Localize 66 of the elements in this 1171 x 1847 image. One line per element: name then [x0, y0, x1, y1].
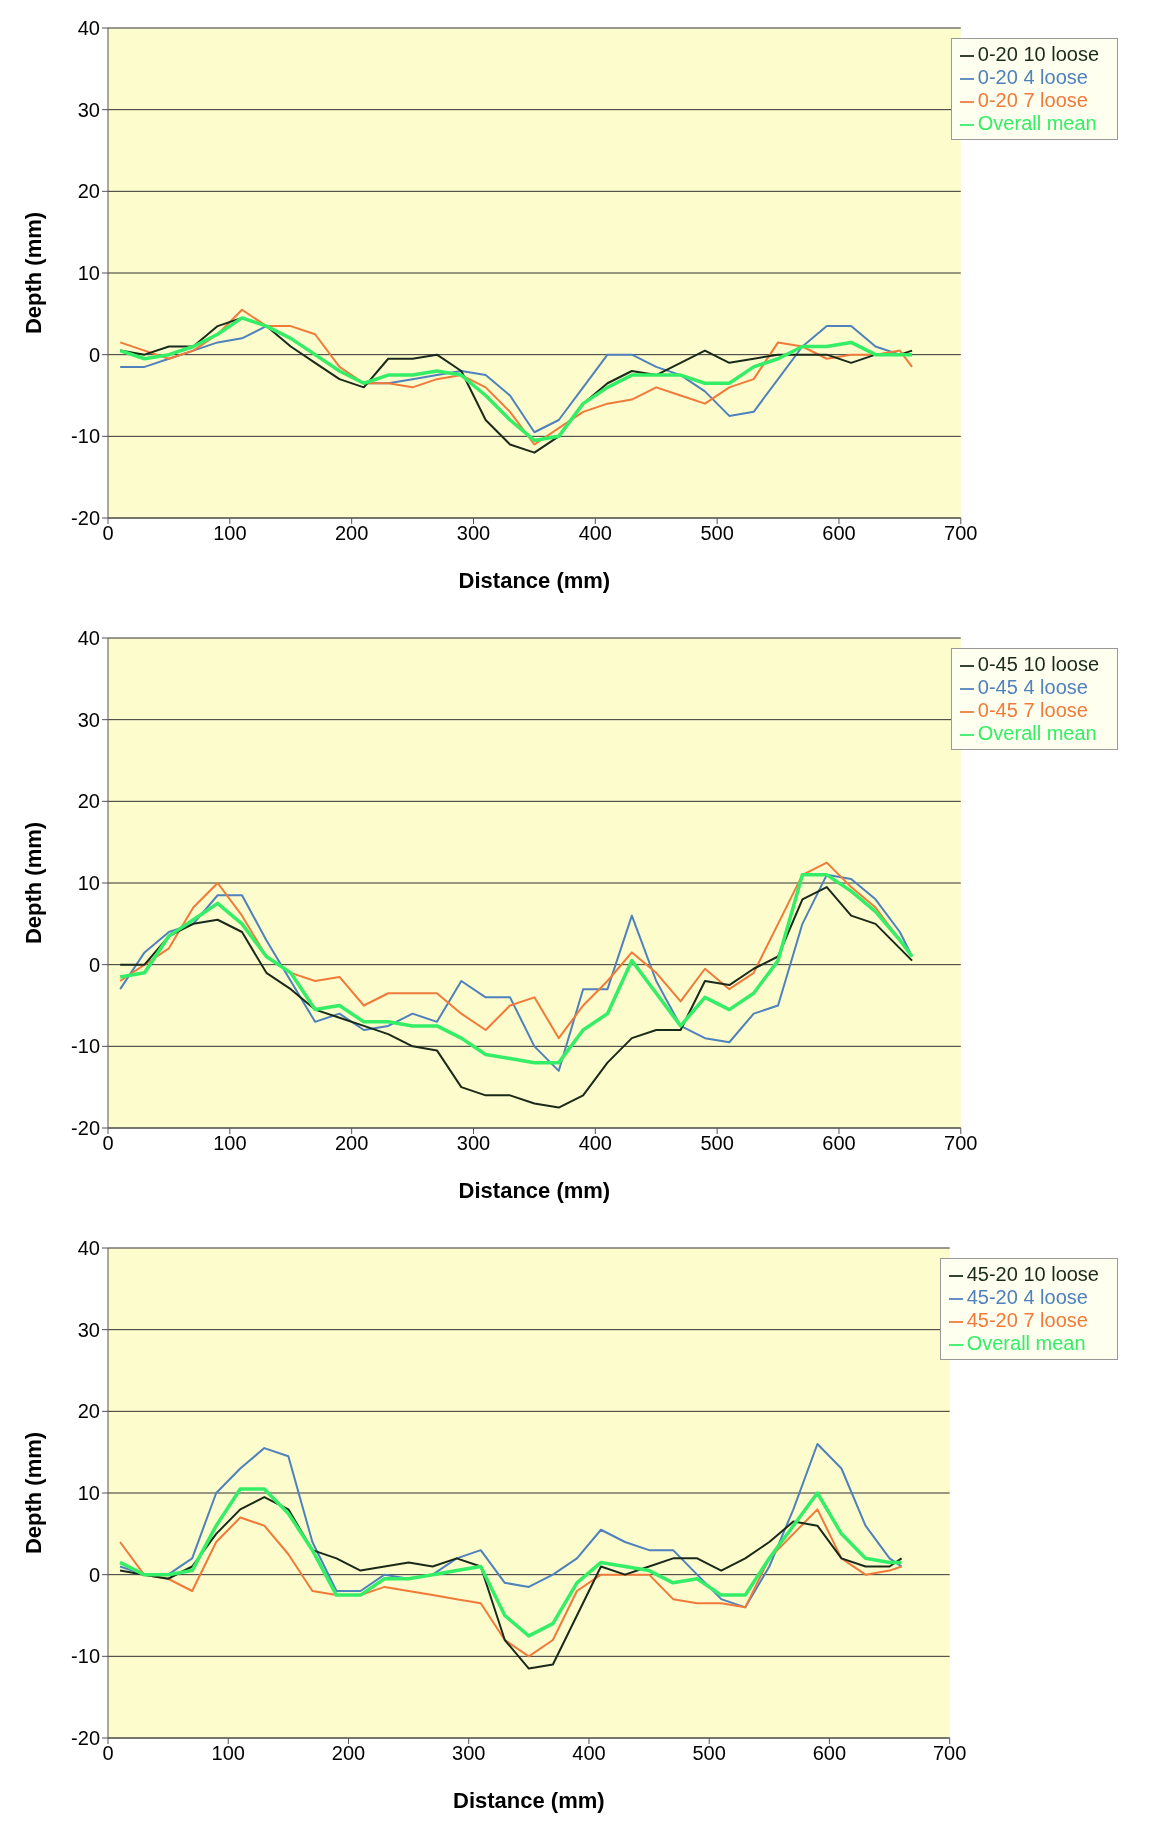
y-tick-label: 30 [77, 1318, 100, 1341]
x-tick-label: 400 [578, 522, 612, 545]
x-tick-label: 0 [102, 1742, 114, 1765]
line-series [119, 886, 914, 1109]
y-tick-label: -20 [71, 1727, 100, 1750]
x-axis-title: Distance (mm) [458, 568, 611, 593]
line-series [118, 1487, 904, 1638]
x-tick-label: 500 [700, 522, 734, 545]
y-tick-label: 10 [77, 872, 100, 895]
y-axis-title: Depth (mm) [20, 211, 46, 335]
legend-label: Overall mean [977, 112, 1097, 134]
y-tick-label: 10 [77, 262, 100, 285]
x-tick-label: 200 [334, 522, 369, 545]
x-tick-label: 600 [822, 1132, 856, 1155]
x-axis-title: Distance (mm) [453, 1788, 605, 1813]
y-tick-label: -10 [71, 1645, 100, 1668]
legend-label: 0-45 7 loose [977, 699, 1088, 721]
legend-label: 45-20 7 loose [966, 1309, 1088, 1331]
y-tick-label: 30 [77, 98, 100, 121]
x-tick-label: 0 [102, 1132, 114, 1155]
x-tick-label: 300 [456, 1132, 491, 1155]
y-tick-label: 0 [88, 343, 100, 366]
x-tick-label: 400 [572, 1742, 606, 1765]
y-tick-label: 40 [77, 17, 100, 40]
x-tick-label: 600 [812, 1742, 847, 1765]
x-tick-label: 700 [944, 1132, 978, 1155]
legend-label: 45-20 10 loose [966, 1263, 1099, 1285]
y-tick-label: 40 [77, 627, 100, 650]
line-series [119, 1443, 903, 1609]
x-tick-label: 100 [213, 522, 247, 545]
legend-label: 0-20 10 loose [977, 43, 1099, 65]
x-tick-label: 100 [213, 1132, 247, 1155]
y-tick-label: 20 [77, 180, 100, 203]
y-tick-label: 10 [77, 1482, 100, 1505]
y-tick-label: 40 [77, 1237, 100, 1260]
legend-label: Overall mean [966, 1332, 1086, 1354]
x-tick-label: 300 [456, 522, 491, 545]
x-tick-label: 100 [211, 1742, 245, 1765]
x-tick-label: 0 [102, 522, 114, 545]
x-tick-label: 500 [692, 1742, 726, 1765]
y-axis-title: Depth (mm) [20, 1431, 46, 1555]
y-tick-label: -10 [71, 1035, 100, 1058]
x-tick-label: 200 [331, 1742, 366, 1765]
legend-label: 0-20 7 loose [977, 89, 1088, 111]
x-tick-label: 300 [452, 1742, 486, 1765]
x-axis-title: Distance (mm) [458, 1178, 611, 1203]
x-tick-label: 500 [700, 1132, 734, 1155]
legend-label: 45-20 4 loose [966, 1286, 1088, 1308]
x-tick-label: 400 [578, 1132, 612, 1155]
legend-label: Overall mean [977, 722, 1097, 744]
legend-label: 0-45 10 loose [977, 653, 1099, 675]
x-tick-label: 600 [822, 522, 856, 545]
y-tick-label: 20 [77, 1400, 100, 1423]
legend-label: 0-20 4 loose [977, 66, 1088, 88]
y-tick-label: -10 [71, 425, 100, 448]
y-tick-label: 0 [88, 953, 100, 976]
y-axis-title: Depth (mm) [20, 821, 46, 945]
legend-label: 0-45 4 loose [977, 676, 1088, 698]
x-tick-label: 700 [932, 1742, 967, 1765]
y-tick-label: -20 [71, 1117, 100, 1140]
y-tick-label: 20 [77, 790, 100, 813]
x-tick-label: 700 [944, 522, 978, 545]
y-tick-label: -20 [71, 507, 100, 530]
y-tick-label: 30 [77, 708, 100, 731]
y-tick-label: 0 [88, 1563, 100, 1586]
x-tick-label: 200 [334, 1132, 369, 1155]
